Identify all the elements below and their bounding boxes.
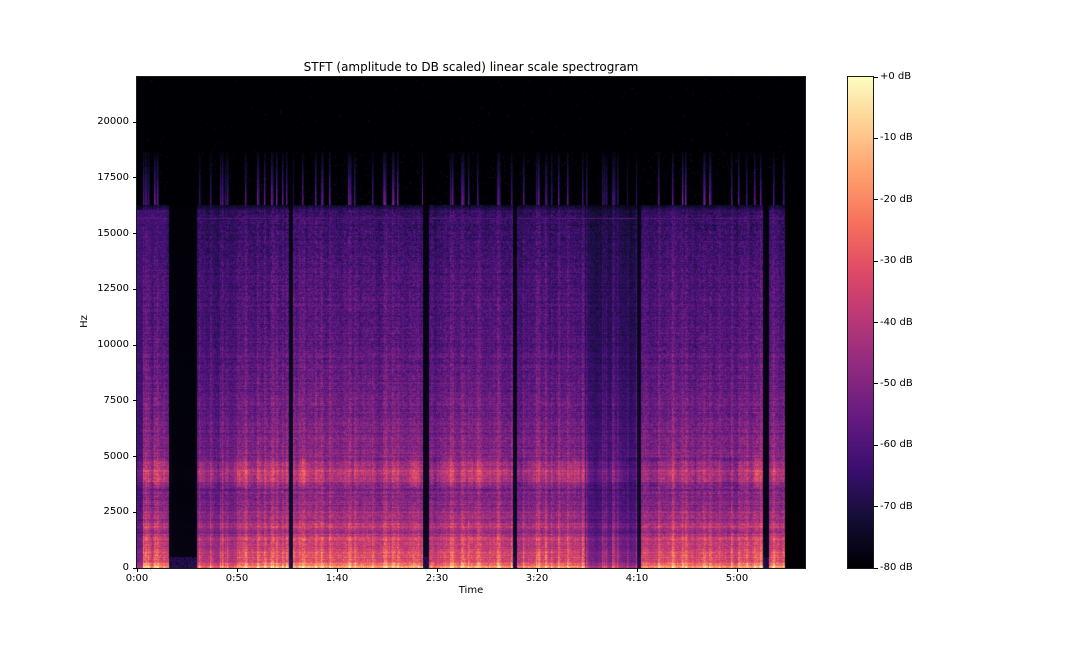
colorbar-tick-mark xyxy=(874,76,878,78)
chart-title: STFT (amplitude to DB scaled) linear sca… xyxy=(303,60,639,74)
x-tick-label: 5:00 xyxy=(725,573,749,584)
spectrogram-plot-area xyxy=(136,76,806,569)
x-tick-label: 1:40 xyxy=(325,573,349,584)
y-tick-label: 20000 xyxy=(97,116,129,127)
y-tick-mark xyxy=(133,121,137,123)
colorbar-tick-label: +0 dB xyxy=(880,71,912,82)
x-tick-mark xyxy=(236,568,238,572)
spectrogram-canvas xyxy=(137,77,805,568)
y-tick-label: 10000 xyxy=(97,339,129,350)
y-tick-label: 2500 xyxy=(103,506,129,518)
x-tick-mark xyxy=(436,568,438,572)
colorbar-tick-mark xyxy=(874,506,878,508)
colorbar-tick-mark xyxy=(874,199,878,201)
y-tick-mark xyxy=(133,288,137,290)
y-tick-label: 12500 xyxy=(97,283,129,295)
x-axis-label: Time xyxy=(458,585,484,596)
y-tick-mark xyxy=(133,233,137,234)
y-axis-label: Hz xyxy=(78,315,90,328)
y-tick-label: 17500 xyxy=(97,171,129,183)
x-tick-label: 3:20 xyxy=(525,573,549,584)
colorbar-tick-mark xyxy=(874,322,878,323)
y-tick-label: 7500 xyxy=(103,394,129,406)
colorbar-tick-label: -40 dB xyxy=(880,316,913,328)
y-tick-mark xyxy=(133,400,137,402)
colorbar-tick-label: -10 dB xyxy=(880,132,913,144)
colorbar-tick-label: -80 dB xyxy=(880,562,913,573)
x-tick-mark xyxy=(336,568,338,572)
colorbar-tick-mark xyxy=(874,383,878,385)
y-tick-mark xyxy=(133,456,137,457)
y-tick-mark xyxy=(133,344,137,346)
colorbar xyxy=(847,76,874,569)
x-tick-label: 0:00 xyxy=(125,573,149,584)
colorbar-tick-label: -20 dB xyxy=(880,193,913,205)
colorbar-tick-label: -50 dB xyxy=(880,377,913,389)
y-tick-label: 5000 xyxy=(103,450,129,462)
colorbar-tick-mark xyxy=(874,444,878,446)
x-tick-label: 4:10 xyxy=(625,573,649,584)
colorbar-tick-mark xyxy=(874,260,878,262)
y-tick-mark xyxy=(133,567,137,569)
x-tick-mark xyxy=(136,568,138,572)
y-tick-mark xyxy=(133,177,137,179)
colorbar-tick-label: -60 dB xyxy=(880,439,913,451)
colorbar-tick-label: -70 dB xyxy=(880,500,913,512)
x-tick-label: 2:30 xyxy=(425,573,449,584)
colorbar-tick-mark xyxy=(874,137,878,139)
x-tick-mark xyxy=(536,568,538,572)
x-tick-mark xyxy=(736,568,738,572)
colorbar-tick-mark xyxy=(874,567,878,569)
y-tick-label: 0 xyxy=(122,562,129,573)
y-tick-mark xyxy=(133,511,137,513)
colorbar-tick-label: -30 dB xyxy=(880,255,913,267)
x-tick-mark xyxy=(636,568,638,572)
x-tick-label: 0:50 xyxy=(225,573,249,584)
y-tick-label: 15000 xyxy=(97,227,129,239)
colorbar-canvas xyxy=(848,77,873,568)
